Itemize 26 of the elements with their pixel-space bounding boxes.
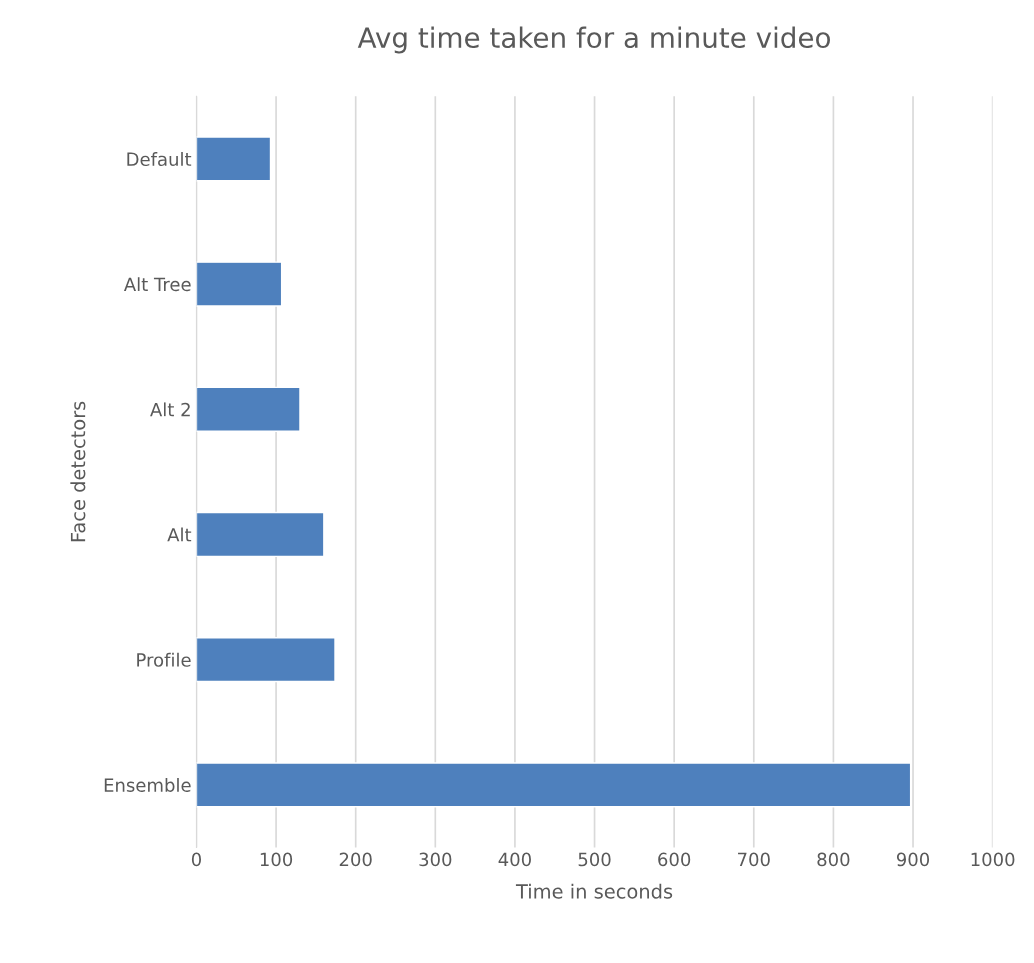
bar (196, 136, 272, 182)
y-axis-title: Face detectors (70, 401, 86, 542)
bar (196, 261, 283, 307)
y-tick-label: Ensemble (104, 777, 191, 792)
x-tick-label: 800 (817, 852, 850, 867)
x-tick-label: 0 (191, 852, 201, 867)
y-tick-label: Profile (137, 652, 191, 667)
bar (196, 637, 336, 683)
x-tick-label: 900 (896, 852, 930, 867)
x-tick-label: 700 (738, 852, 770, 867)
y-tick-label: Alt 2 (150, 402, 190, 417)
x-tick-label: 500 (578, 852, 611, 867)
bar (196, 762, 912, 808)
x-tick-label: 300 (419, 852, 452, 867)
bar (196, 386, 301, 432)
x-tick-label: 1000 (971, 852, 1015, 867)
y-tick-label: Default (127, 152, 192, 167)
x-tick-label: 400 (498, 852, 531, 867)
bar (196, 511, 325, 558)
x-tick-label: 100 (260, 852, 293, 867)
chart-title: Avg time taken for a minute video (357, 26, 830, 54)
x-tick-label: 200 (339, 852, 372, 867)
x-axis-title: Time in seconds (515, 883, 673, 899)
y-tick-label: Alt Tree (123, 277, 191, 292)
y-tick-label: Alt (167, 527, 192, 542)
x-tick-label: 600 (658, 852, 691, 867)
